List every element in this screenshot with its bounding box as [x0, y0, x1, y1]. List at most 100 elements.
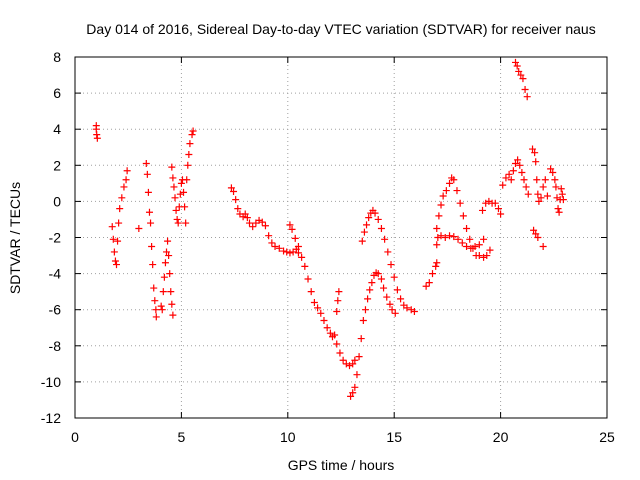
data-point — [514, 156, 522, 164]
data-point — [534, 190, 542, 198]
y-tick-label: -6 — [49, 302, 62, 318]
data-point — [475, 252, 483, 260]
data-point — [524, 190, 532, 198]
y-tick-label: -4 — [49, 266, 62, 282]
data-point — [366, 286, 374, 294]
data-point — [425, 279, 433, 287]
y-axis-label: SDTVAR / TECUs — [7, 182, 23, 294]
data-point — [349, 389, 357, 397]
data-point — [294, 249, 302, 257]
data-point — [456, 199, 464, 207]
data-point — [169, 311, 177, 319]
data-point — [182, 219, 190, 227]
data-point — [167, 288, 175, 296]
data-point — [173, 215, 181, 223]
data-point — [118, 194, 126, 202]
data-point — [384, 248, 392, 256]
data-point — [532, 158, 540, 166]
data-point — [280, 247, 288, 255]
data-point — [361, 306, 369, 314]
data-point — [517, 71, 525, 79]
data-point — [442, 187, 450, 195]
data-point — [539, 243, 547, 251]
data-point — [554, 205, 562, 213]
data-point — [397, 295, 405, 303]
data-point — [437, 232, 445, 240]
data-point — [483, 252, 491, 260]
data-point — [486, 246, 494, 254]
data-point — [268, 239, 276, 247]
data-point — [390, 273, 398, 281]
data-point — [288, 225, 296, 233]
data-point — [185, 150, 193, 158]
data-point — [168, 163, 176, 171]
data-point — [351, 383, 359, 391]
data-point — [494, 205, 502, 213]
y-axis-tick-labels: -12 -10 -8 -6 -4 -2 0 2 4 6 8 — [41, 49, 61, 426]
data-point — [377, 275, 385, 283]
data-point — [387, 261, 395, 269]
x-tick-label: 10 — [280, 429, 296, 445]
data-point — [333, 308, 341, 316]
data-point — [535, 197, 543, 205]
data-point — [475, 241, 483, 249]
data-point — [307, 288, 315, 296]
data-point — [551, 176, 559, 184]
data-point — [523, 93, 531, 101]
data-point — [485, 197, 493, 205]
data-point — [480, 253, 488, 261]
data-point — [243, 214, 251, 222]
data-point — [234, 205, 242, 213]
data-point — [135, 224, 143, 232]
data-point — [109, 235, 117, 243]
data-point — [466, 235, 474, 243]
data-point — [463, 224, 471, 232]
data-point — [364, 295, 372, 303]
data-point — [552, 183, 560, 191]
data-point — [164, 237, 172, 245]
data-point — [557, 185, 565, 193]
data-point — [505, 170, 513, 178]
x-axis-label: GPS time / hours — [288, 457, 395, 473]
data-point — [310, 298, 318, 306]
data-point — [353, 371, 361, 379]
data-points — [92, 58, 567, 400]
data-point — [298, 253, 306, 261]
data-point — [507, 176, 515, 184]
data-point — [323, 324, 331, 332]
data-point — [559, 196, 567, 204]
data-point — [531, 149, 539, 157]
data-point — [169, 174, 177, 182]
data-point — [165, 252, 173, 260]
data-point — [446, 179, 454, 187]
data-point — [386, 300, 394, 308]
data-point — [346, 362, 354, 370]
data-point — [381, 235, 389, 243]
data-point — [333, 340, 341, 348]
data-point — [122, 176, 130, 184]
data-point — [516, 161, 524, 169]
data-point — [114, 237, 122, 245]
data-point — [543, 192, 551, 200]
data-point — [393, 286, 401, 294]
x-tick-label: 15 — [386, 429, 402, 445]
data-point — [176, 190, 184, 198]
data-point — [439, 192, 447, 200]
data-point — [230, 187, 238, 195]
data-point — [450, 233, 458, 241]
data-point — [301, 262, 309, 270]
data-point — [116, 205, 124, 213]
data-point — [450, 176, 458, 184]
data-point — [331, 331, 339, 339]
data-point — [183, 176, 191, 184]
data-point — [377, 224, 385, 232]
data-point — [349, 360, 357, 368]
data-point — [143, 170, 151, 178]
data-point — [180, 188, 188, 196]
data-point — [433, 241, 441, 249]
data-point — [529, 145, 537, 153]
data-point — [537, 194, 545, 202]
data-point — [334, 297, 342, 305]
data-point — [286, 221, 294, 229]
data-point — [441, 234, 449, 241]
